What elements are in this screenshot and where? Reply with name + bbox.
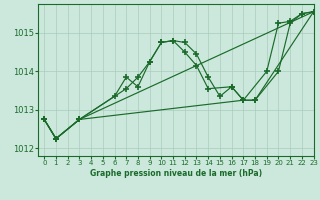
- X-axis label: Graphe pression niveau de la mer (hPa): Graphe pression niveau de la mer (hPa): [90, 169, 262, 178]
